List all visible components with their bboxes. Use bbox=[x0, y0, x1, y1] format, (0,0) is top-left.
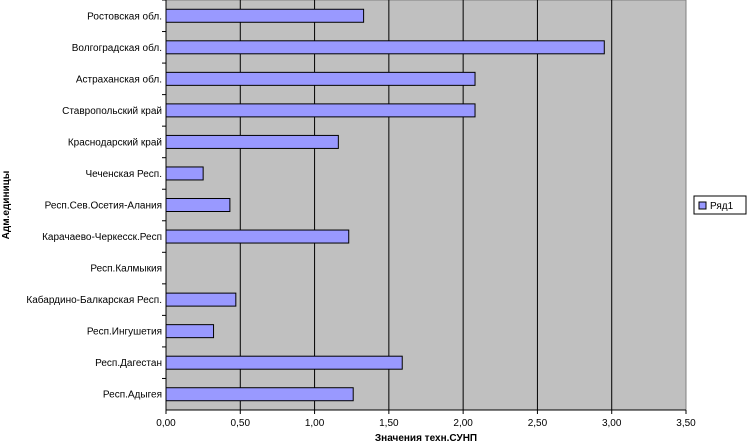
category-label: Респ.Сев.Осетия-Алания bbox=[45, 201, 162, 212]
category-label: Краснодарский край bbox=[68, 137, 162, 148]
category-label: Волгоградская обл. bbox=[72, 42, 162, 54]
gridlines bbox=[239, 0, 613, 410]
x-tick-label: 1,00 bbox=[305, 418, 325, 429]
bar bbox=[165, 292, 237, 307]
bar bbox=[165, 387, 354, 402]
category-label: Кабардино-Балкарская Респ. bbox=[26, 294, 162, 306]
category-label: Карачаево-Черкесск.Респ bbox=[42, 232, 162, 243]
bar bbox=[165, 229, 350, 244]
category-labels: Ростовская обл. Волгоградская обл. Астраха… bbox=[26, 0, 166, 401]
legend-swatch bbox=[698, 201, 707, 210]
legend-box bbox=[693, 195, 747, 215]
bar bbox=[165, 134, 339, 149]
x-tick-label: 2,50 bbox=[528, 418, 548, 429]
y-axis-title: Адм.единицы bbox=[1, 171, 12, 240]
category-label: Респ.Ингушетия bbox=[87, 327, 162, 338]
category-label: Респ.Адыгея bbox=[103, 390, 162, 401]
bar bbox=[165, 40, 605, 55]
x-tick-label: 0,50 bbox=[231, 418, 251, 429]
x-axis-title: Значения техн.СУНП bbox=[375, 433, 477, 444]
plot-area bbox=[165, 0, 687, 411]
category-label: Респ.Дагестан bbox=[95, 358, 162, 369]
bar bbox=[165, 198, 231, 212]
bar bbox=[165, 166, 204, 181]
category-label: Астраханская обл. bbox=[76, 73, 162, 85]
bar bbox=[165, 103, 476, 118]
x-tick-label: 3,50 bbox=[676, 418, 696, 429]
category-label: Чеченская Респ. bbox=[85, 169, 162, 180]
x-tick-label: 2,00 bbox=[453, 418, 473, 429]
x-axis-ticks: 0,00 0,50 1,00 1,50 2,00 2,50 3,00 3,50 bbox=[156, 410, 696, 429]
x-tick-label: 0,00 bbox=[156, 418, 176, 429]
x-tick-label: 1,50 bbox=[379, 418, 399, 429]
category-label: Респ.Калмыкия bbox=[90, 264, 162, 275]
legend: Ряд1 bbox=[693, 195, 747, 215]
bar bbox=[165, 71, 476, 86]
category-label: Ставропольский край bbox=[62, 106, 162, 117]
x-tick-label: 3,00 bbox=[602, 418, 622, 429]
legend-label: Ряд1 bbox=[710, 201, 734, 212]
bar bbox=[165, 355, 403, 370]
bar bbox=[165, 324, 215, 339]
category-label: Ростовская обл. bbox=[87, 10, 162, 22]
bar bbox=[165, 8, 365, 23]
